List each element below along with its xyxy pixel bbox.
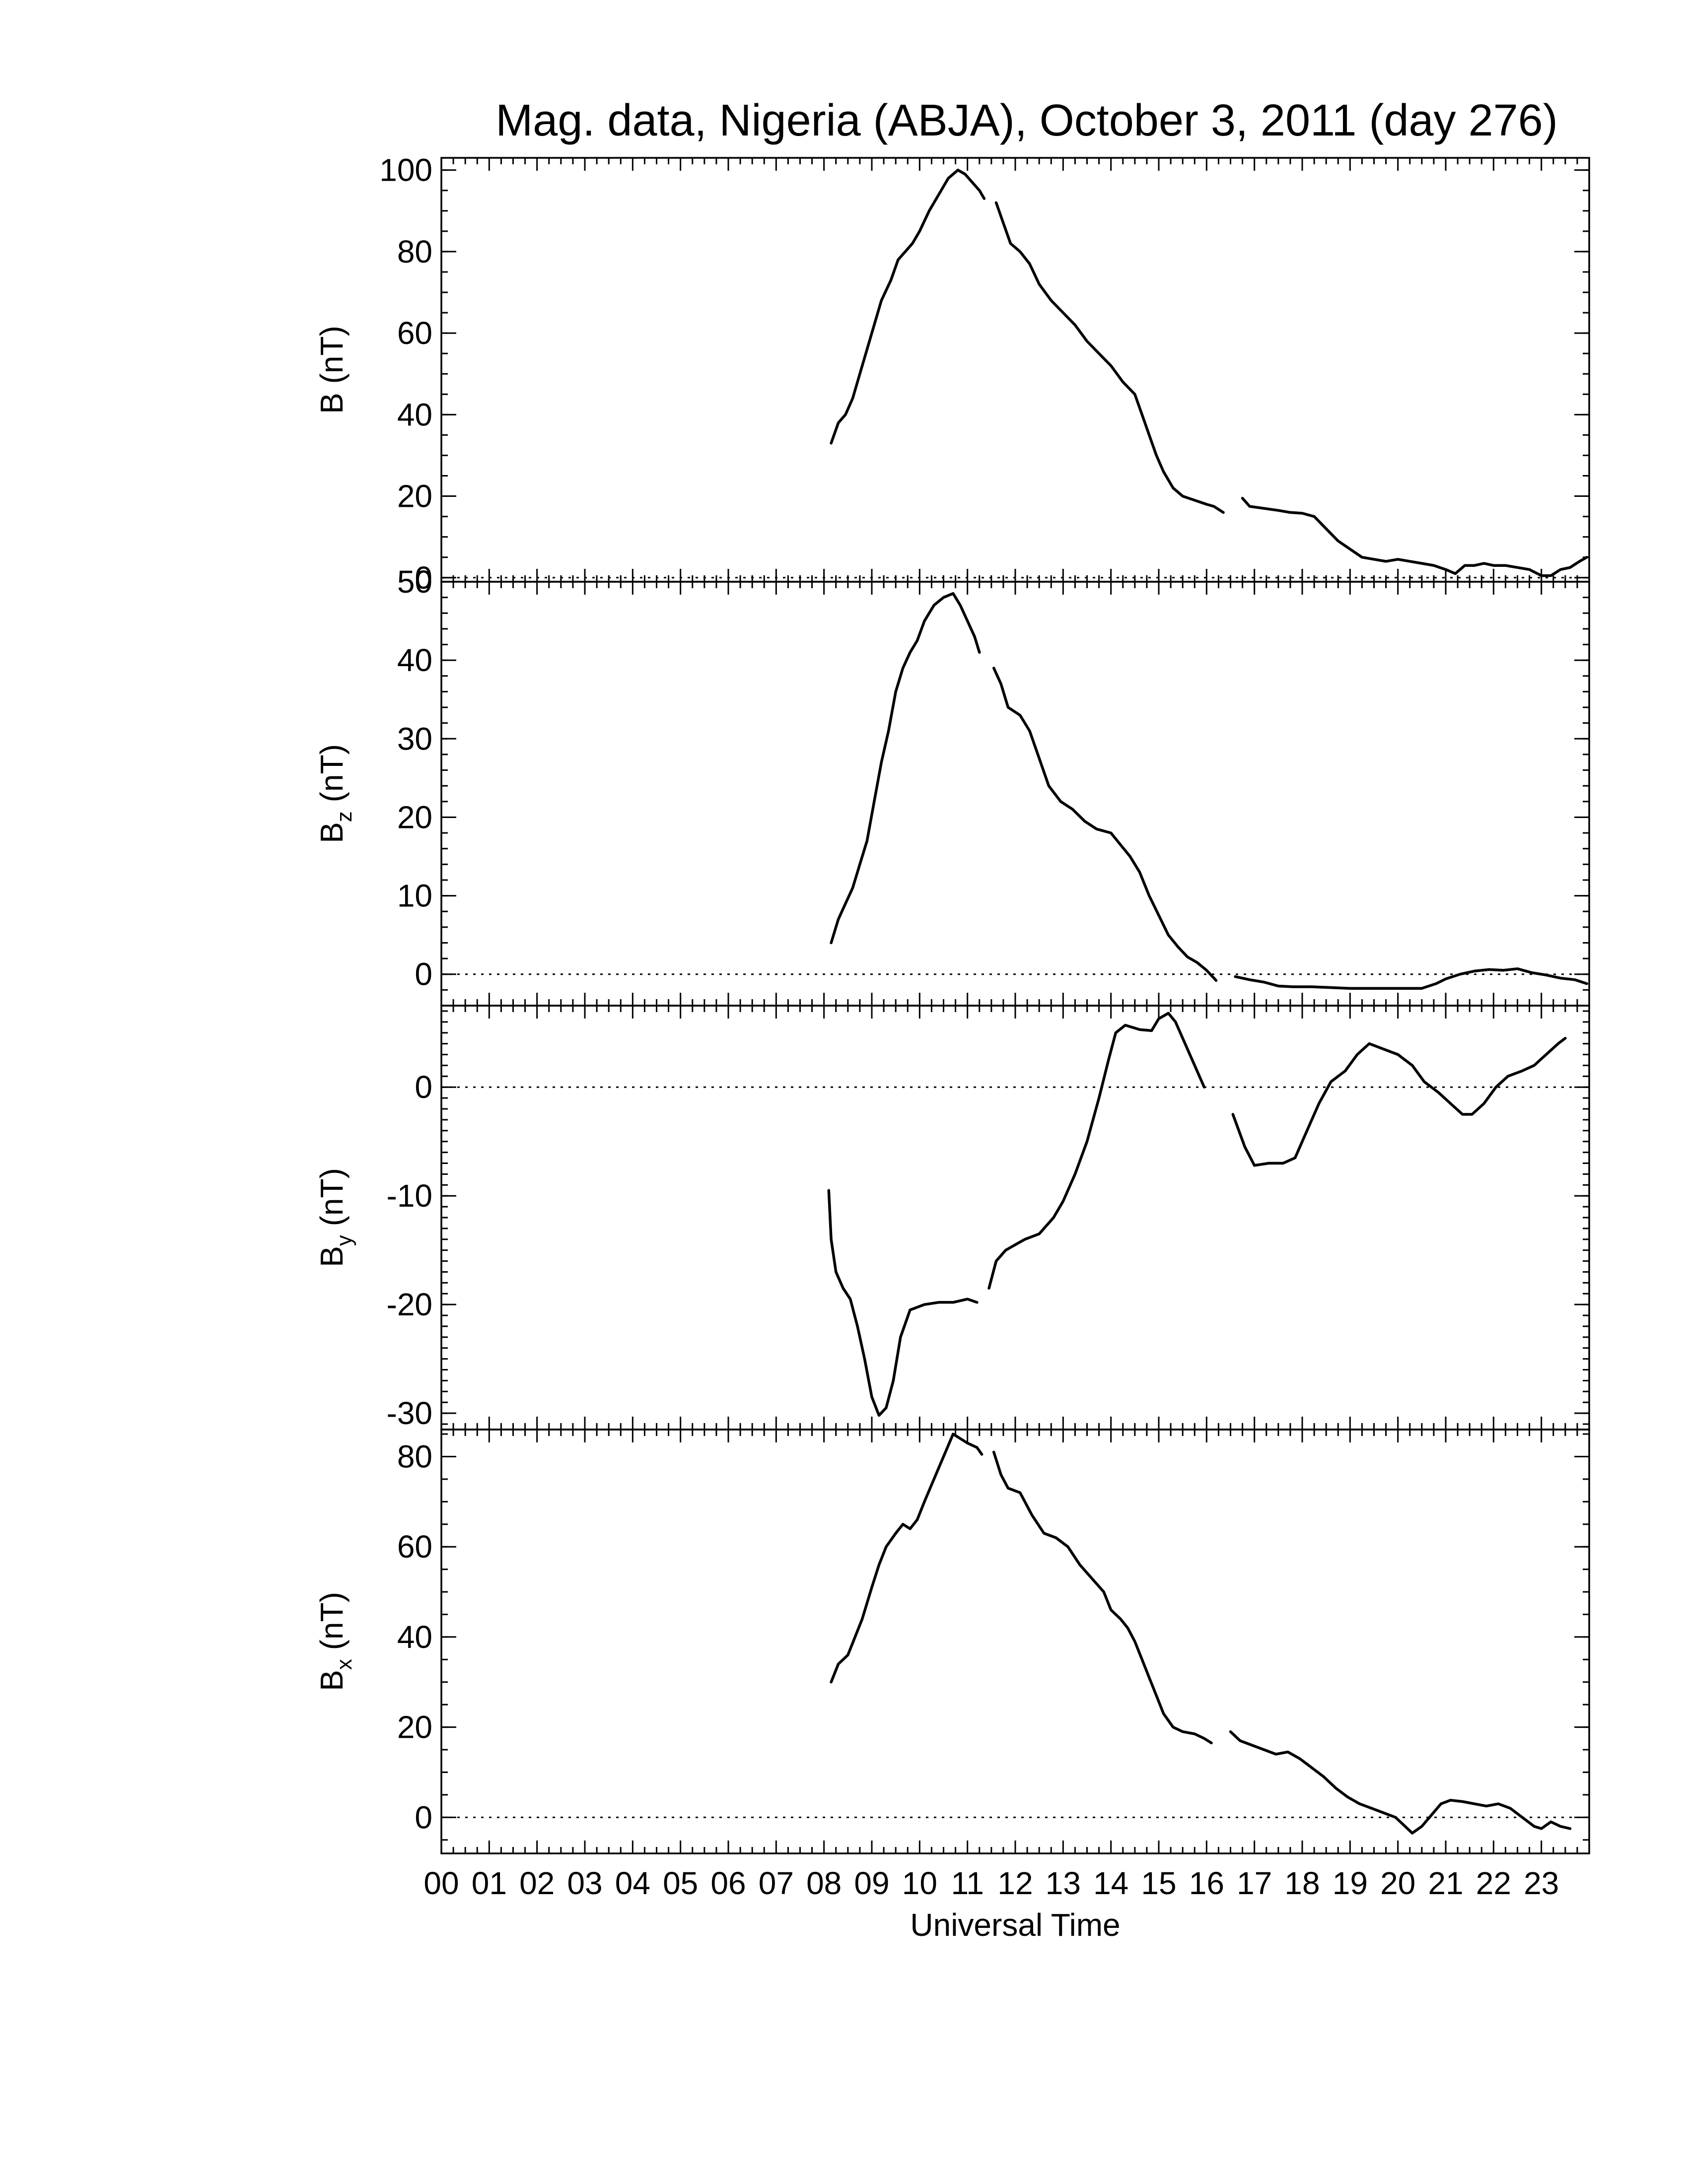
x-tick-label: 03 (567, 1865, 602, 1901)
x-tick-label: 19 (1333, 1865, 1368, 1901)
series-line-Bx (830, 1433, 984, 1684)
x-tick-label: 00 (423, 1865, 459, 1901)
series-line-B (830, 168, 986, 445)
panel-Bz: 0 10 20 30 40 50 Bz (nT) (314, 564, 1590, 1007)
series-line-Bz (1234, 967, 1588, 990)
x-tick-label: 15 (1141, 1865, 1176, 1901)
y-tick-label: -20 (387, 1287, 433, 1322)
series-line-B (1241, 496, 1588, 577)
panel-By: -30 -20 -10 0 By (nT) (314, 1005, 1590, 1431)
panel-frame (440, 1429, 1590, 1854)
y-axis-label: By (nT) (314, 1168, 356, 1267)
x-tick-label: 07 (759, 1865, 794, 1901)
y-tick-label: 60 (397, 315, 432, 351)
x-tick-label: 08 (806, 1865, 842, 1901)
y-axis-label: Bz (nT) (314, 744, 356, 843)
panel-frame (440, 1005, 1590, 1431)
x-tick-label: 10 (902, 1865, 937, 1901)
y-tick-label: 10 (397, 878, 432, 914)
y-tick-label: 40 (397, 642, 432, 678)
y-tick-label: 0 (415, 956, 432, 992)
y-tick-label: 20 (397, 799, 432, 835)
series-line-By (827, 1189, 979, 1417)
x-tick-label: 11 (951, 1865, 984, 1901)
series-line-Bz (992, 667, 1218, 982)
y-tick-label: 20 (397, 478, 432, 514)
x-tick-label: 06 (710, 1865, 746, 1901)
y-tick-label: 30 (397, 721, 432, 756)
x-tick-label: 13 (1046, 1865, 1081, 1901)
y-tick-label: 20 (397, 1709, 432, 1745)
y-tick-label: 40 (397, 397, 432, 432)
y-axis-label: B (nT) (314, 326, 350, 414)
x-tick-label: 01 (472, 1865, 507, 1901)
series-line-B (994, 201, 1225, 514)
chart-title: Mag. data, Nigeria (ABJA), October 3, 20… (495, 96, 1557, 145)
x-tick-label: 23 (1524, 1865, 1559, 1901)
x-tick-label: 20 (1380, 1865, 1415, 1901)
x-tick-label: 18 (1284, 1865, 1320, 1901)
panel-frame (440, 157, 1590, 583)
y-tick-label: 80 (397, 234, 432, 270)
x-tick-label: 05 (663, 1865, 698, 1901)
series-line-By (1231, 1036, 1567, 1167)
x-tick-label: 21 (1428, 1865, 1463, 1901)
series-line-Bx (992, 1450, 1213, 1745)
x-axis-label: Universal Time (910, 1907, 1120, 1943)
y-axis-label: Bx (nT) (314, 1592, 356, 1691)
panel-Bx: 0 20 40 60 80 Bx (nT) (314, 1429, 1590, 1854)
x-tick-label: 02 (519, 1865, 555, 1901)
panel-B: 0 20 40 60 80 100 B (nT) (314, 152, 1590, 596)
x-tick-label: 12 (997, 1865, 1033, 1901)
y-tick-label: 0 (415, 560, 432, 596)
y-tick-label: -30 (387, 1395, 433, 1431)
series-line-By (987, 1012, 1206, 1290)
x-tick-label: 17 (1237, 1865, 1272, 1901)
y-tick-label: 50 (397, 564, 432, 600)
y-tick-label: 60 (397, 1529, 432, 1565)
x-tick-label: 04 (615, 1865, 650, 1901)
x-tick-label: 22 (1476, 1865, 1511, 1901)
x-tick-label: 09 (854, 1865, 889, 1901)
panel-frame (440, 581, 1590, 1007)
y-tick-label: 80 (397, 1439, 432, 1475)
y-tick-label: 100 (379, 152, 432, 188)
x-tick-label: 14 (1093, 1865, 1128, 1901)
y-tick-label: 0 (415, 1069, 432, 1105)
x-tick-label: 16 (1189, 1865, 1224, 1901)
y-tick-label: -10 (387, 1178, 433, 1214)
series-line-Bx (1229, 1730, 1572, 1835)
y-tick-label: 0 (415, 1799, 432, 1835)
y-tick-label: 40 (397, 1619, 432, 1655)
series-line-Bz (830, 592, 981, 945)
